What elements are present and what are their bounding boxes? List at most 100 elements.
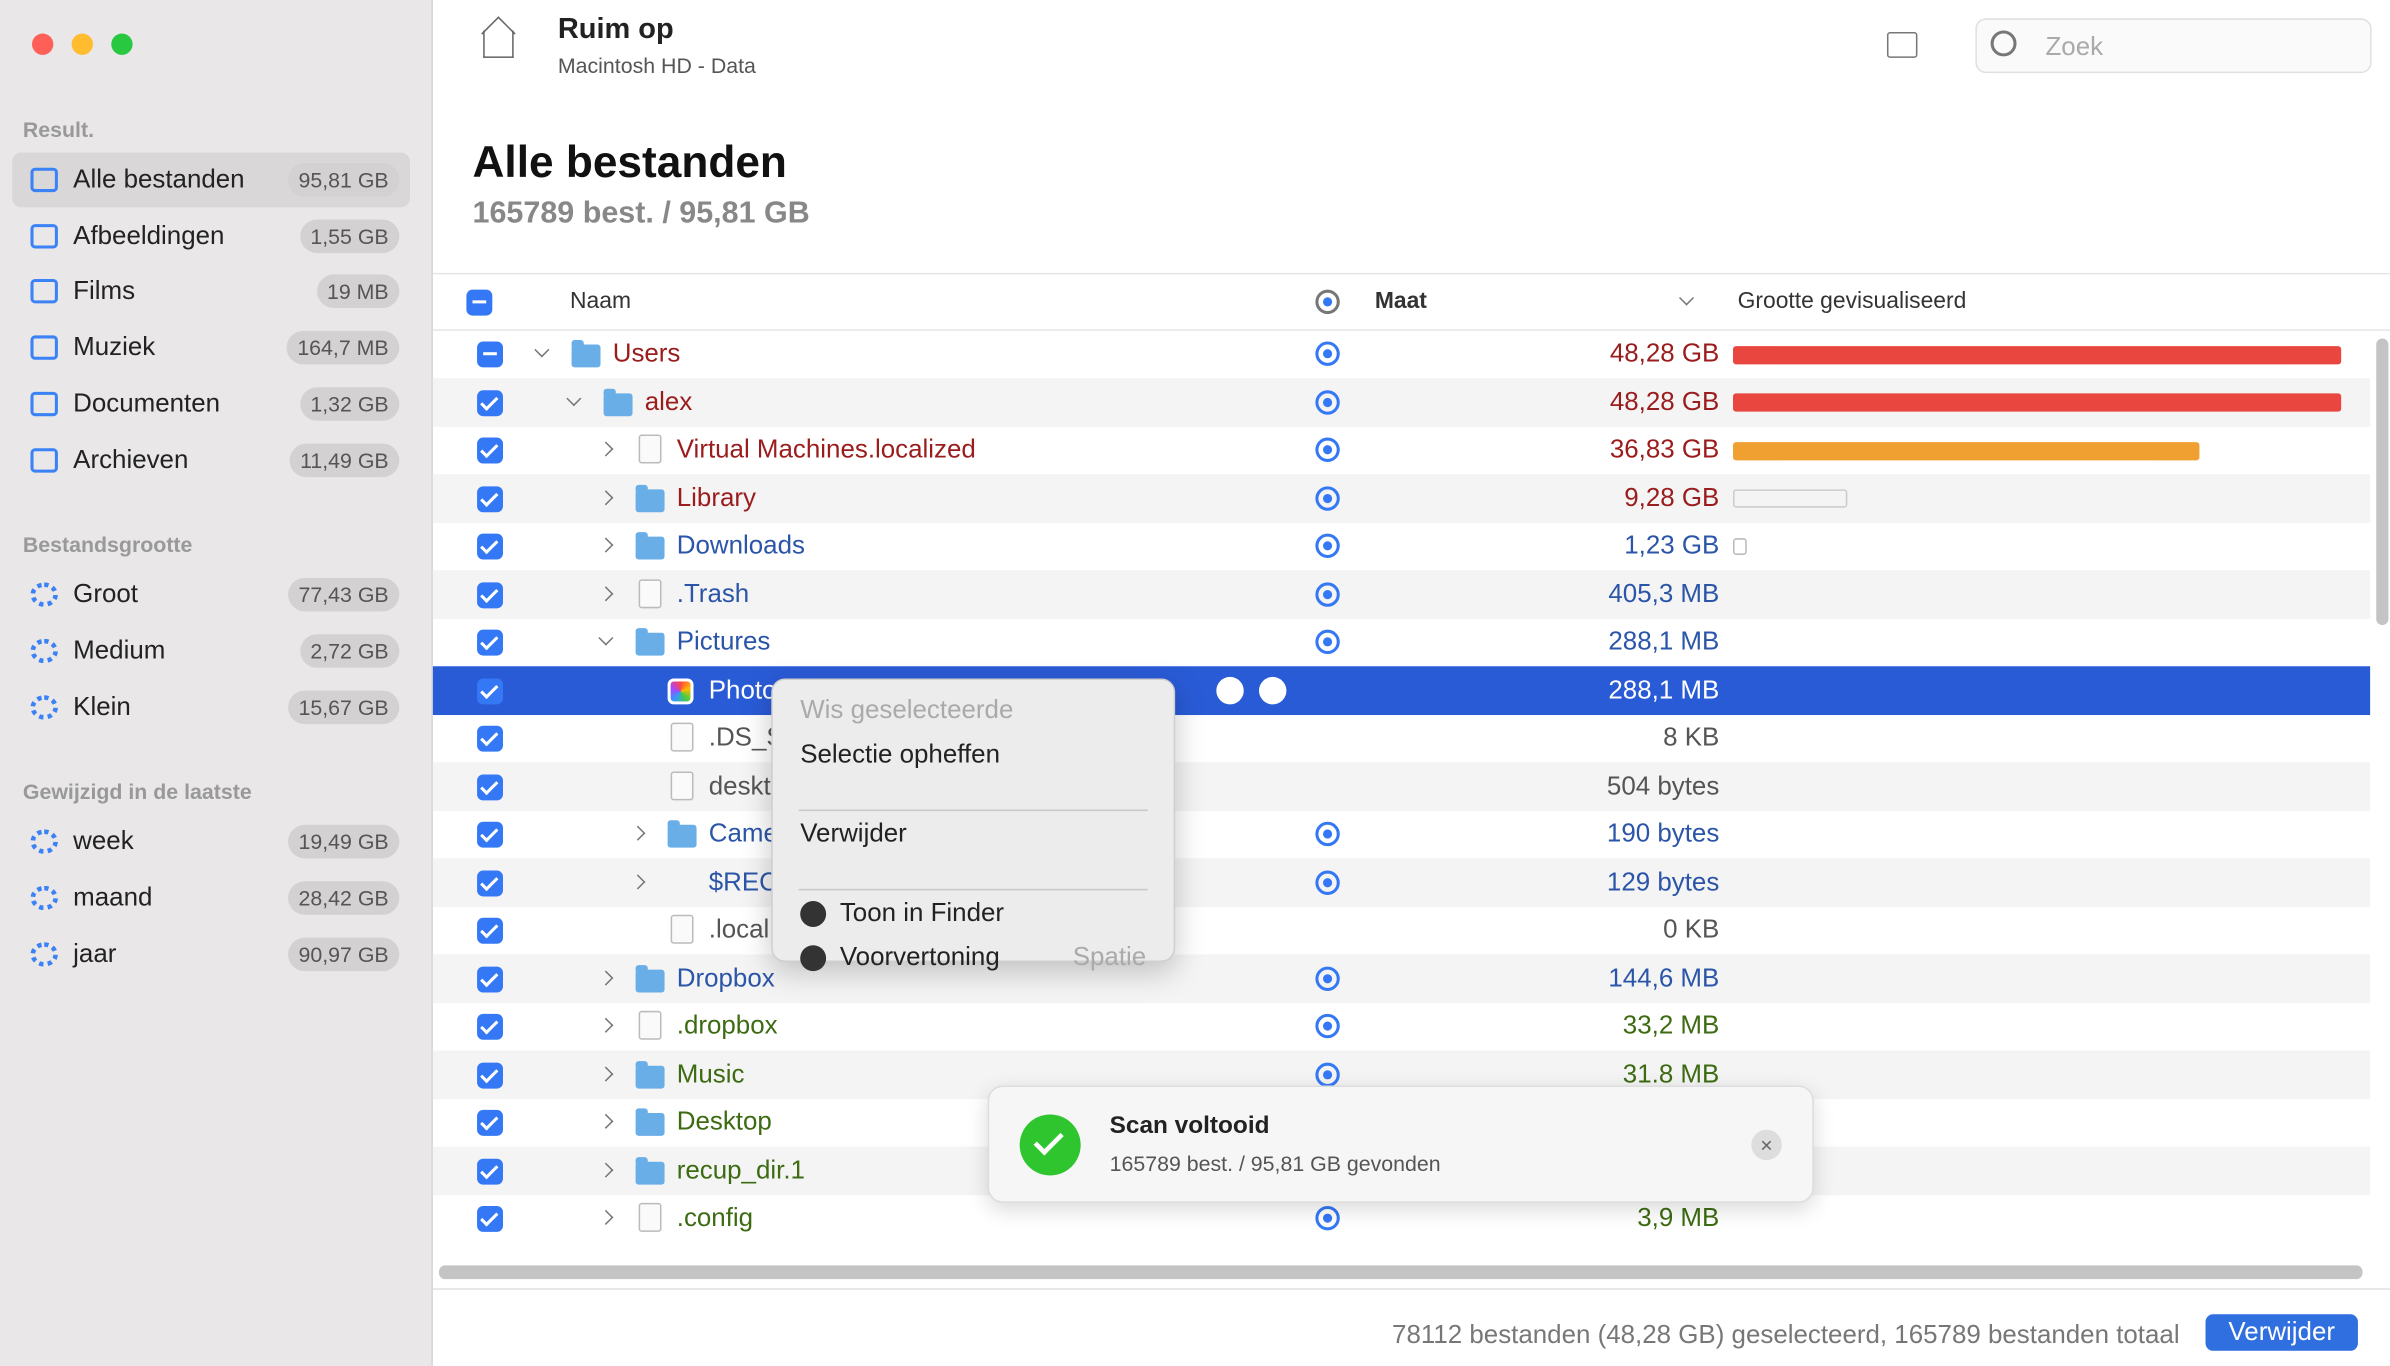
file-size: 288,1 MB: [1608, 674, 1720, 704]
footer: [432, 1288, 2390, 1366]
reveal-target[interactable]: [1315, 533, 1340, 559]
row-checkbox[interactable]: [477, 1157, 503, 1184]
reveal-target[interactable]: [1315, 1061, 1340, 1087]
file-size: 129 bytes: [1606, 866, 1720, 896]
reveal-target[interactable]: [1315, 389, 1340, 414]
row-checkbox[interactable]: [477, 965, 503, 992]
view-menu[interactable]: [1886, 32, 1918, 58]
select-all-checkbox[interactable]: [466, 289, 493, 316]
disclosure-arrow[interactable]: [534, 342, 550, 358]
row-checkbox[interactable]: [477, 581, 503, 608]
column-header[interactable]: Naam: [570, 288, 632, 315]
file-size: 3,9 MB: [1637, 1202, 1720, 1232]
sidebar-badge: 15,67 GB: [287, 690, 400, 724]
menu-icon: [800, 945, 827, 972]
row-checkbox[interactable]: [477, 341, 503, 368]
sidebar-item[interactable]: Muziek: [73, 332, 156, 362]
reveal-target[interactable]: [1315, 437, 1340, 462]
sidebar-item[interactable]: jaar: [73, 938, 117, 968]
reveal-target[interactable]: [1315, 1013, 1340, 1039]
sidebar-item[interactable]: Archieven: [73, 444, 189, 474]
row-checkbox[interactable]: [477, 437, 503, 464]
row-checkbox[interactable]: [477, 773, 503, 800]
finder-button[interactable]: [1258, 676, 1287, 704]
reveal-target[interactable]: [1315, 1205, 1340, 1231]
toast-close[interactable]: ×: [1751, 1129, 1782, 1161]
disclosure-arrow[interactable]: [598, 441, 614, 457]
size-bar: [1733, 393, 2342, 412]
row-checkbox[interactable]: [477, 1205, 503, 1232]
row-checkbox[interactable]: [477, 1109, 503, 1136]
sidebar-icon: [30, 941, 58, 967]
sidebar-item[interactable]: Alle bestanden: [73, 164, 245, 194]
sidebar-item[interactable]: maand: [73, 882, 153, 912]
column-header[interactable]: Grootte gevisualiseerd: [1737, 288, 1967, 315]
file-size: 144,6 MB: [1608, 962, 1720, 992]
reveal-target[interactable]: [1315, 965, 1340, 991]
disclosure-arrow[interactable]: [598, 630, 614, 646]
disclosure-arrow[interactable]: [630, 825, 646, 841]
minimize-button[interactable]: [71, 33, 93, 55]
row-checkbox[interactable]: [477, 389, 503, 416]
row-checkbox[interactable]: [477, 917, 503, 944]
row-checkbox[interactable]: [477, 869, 503, 896]
delete-button[interactable]: Verwijder: [2205, 1314, 2358, 1351]
horizontal-scrollbar[interactable]: [438, 1265, 2363, 1280]
row-checkbox[interactable]: [477, 821, 503, 848]
zoom-button[interactable]: [111, 33, 133, 55]
reveal-target[interactable]: [1315, 869, 1340, 895]
reveal-target[interactable]: [1315, 485, 1340, 510]
sidebar-badge: 11,49 GB: [289, 442, 400, 477]
reveal-target[interactable]: [1315, 629, 1340, 655]
row-checkbox[interactable]: [477, 677, 503, 704]
toast-message: 165789 best. / 95,81 GB gevonden: [1109, 1151, 1441, 1176]
size-bar: [1733, 538, 1747, 555]
search-box[interactable]: [1975, 18, 2372, 74]
disclosure-arrow[interactable]: [598, 537, 614, 553]
file-name: .local: [708, 914, 770, 944]
menu-item[interactable]: Selectie opheffen: [800, 739, 1000, 769]
sidebar-item[interactable]: Medium: [73, 635, 166, 665]
row-checkbox[interactable]: [477, 1013, 503, 1040]
folder-icon: [667, 820, 697, 848]
reveal-target[interactable]: [1315, 821, 1340, 847]
reveal-target[interactable]: [1315, 341, 1340, 366]
menu-item[interactable]: Verwijder: [800, 818, 907, 848]
row-checkbox[interactable]: [477, 1061, 503, 1088]
file-size: 36,83 GB: [1609, 434, 1720, 464]
sidebar-icon: [30, 279, 58, 304]
row-stripe: [432, 473, 2371, 523]
sidebar-item[interactable]: Films: [73, 276, 136, 306]
sidebar-item[interactable]: Afbeeldingen: [73, 220, 225, 250]
disclosure-arrow[interactable]: [598, 1209, 614, 1225]
row-checkbox[interactable]: [477, 485, 503, 512]
sidebar-badge: 164,7 MB: [286, 330, 400, 365]
row-checkbox[interactable]: [477, 533, 503, 560]
sidebar-icon: [30, 885, 58, 911]
home-button[interactable]: [483, 30, 514, 58]
sidebar-section-title: Result.: [22, 117, 95, 142]
disclosure-arrow[interactable]: [598, 1017, 614, 1033]
row-checkbox[interactable]: [477, 725, 503, 752]
vertical-scrollbar[interactable]: [2376, 338, 2389, 626]
sidebar-item[interactable]: week: [73, 826, 134, 856]
row-checkbox[interactable]: [477, 629, 503, 656]
folder-icon: [635, 1156, 665, 1184]
sidebar-item[interactable]: Groot: [73, 579, 138, 609]
file-icon: [638, 1010, 662, 1040]
file-name: recup_dir.1: [676, 1154, 805, 1184]
sidebar-item[interactable]: Klein: [73, 691, 131, 721]
file-name: .Trash: [676, 578, 750, 608]
preview-button[interactable]: [1216, 676, 1244, 704]
size-bar: [1733, 442, 2200, 461]
menu-item[interactable]: Voorvertoning: [839, 942, 1000, 972]
sidebar-icon: [30, 582, 58, 608]
sidebar-item[interactable]: Documenten: [73, 388, 221, 418]
menu-item[interactable]: Toon in Finder: [839, 897, 1005, 927]
reveal-target[interactable]: [1315, 581, 1340, 607]
disclosure-arrow[interactable]: [598, 1113, 614, 1129]
column-header[interactable]: Maat: [1374, 288, 1427, 315]
file-size: 190 bytes: [1606, 818, 1720, 848]
close-button[interactable]: [32, 33, 54, 55]
